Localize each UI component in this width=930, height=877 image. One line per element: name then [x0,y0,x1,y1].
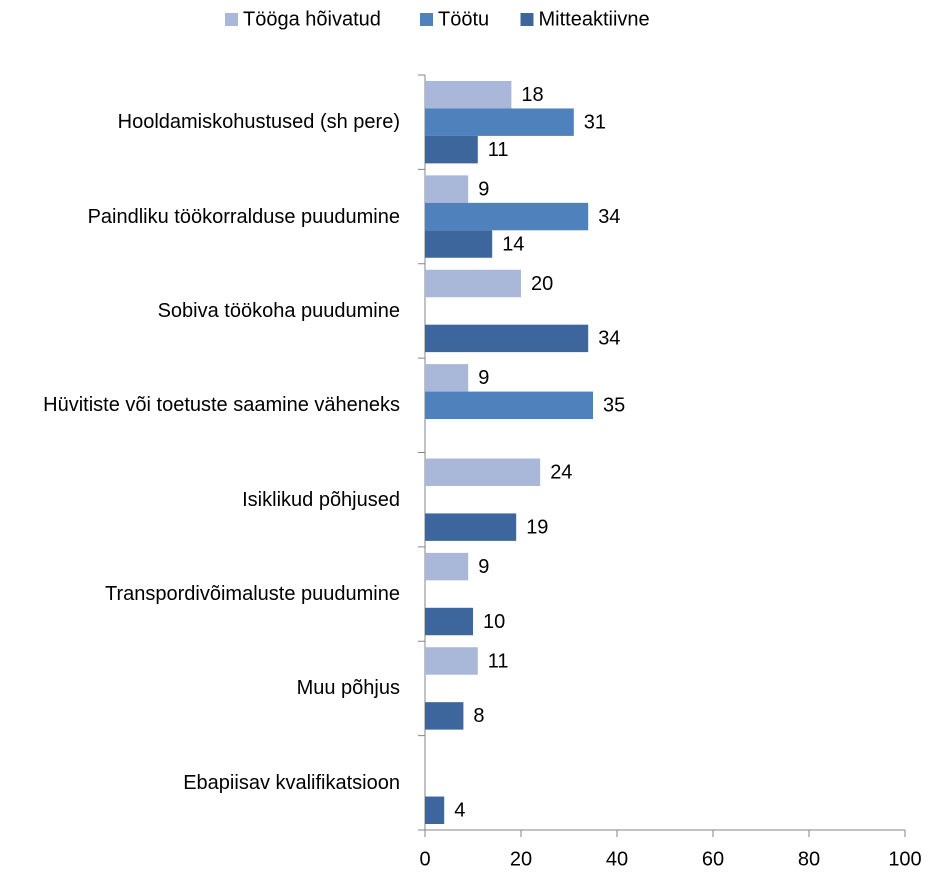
value-label: 34 [598,206,620,228]
bar [425,796,445,824]
category-text: Sobiva töökoha puudumine [157,299,400,322]
legend-swatch [225,13,238,26]
value-label: 20 [531,273,553,295]
bar [425,135,478,164]
x-tick-label: 80 [798,848,820,870]
value-label: 19 [526,516,548,538]
category-text: Hooldamiskohustused (sh pere) [117,111,400,134]
bar [425,513,517,541]
category-label: Muu põhjus [297,641,400,735]
bar [425,81,512,109]
category-label: Ebapiisav kvalifikatsioon [183,736,400,830]
value-label: 35 [603,395,625,417]
bar [425,324,589,353]
value-label: 9 [478,556,489,578]
value-label: 24 [550,462,572,484]
value-label: 10 [483,611,505,633]
category-text: Transpordivõimaluste puudumine [105,583,400,606]
category-label: Sobiva töökoha puudumine [158,264,400,358]
value-label: 8 [473,705,484,727]
value-label: 9 [478,367,489,389]
bar [425,175,469,203]
legend-swatch [420,13,433,26]
category-label: Hooldamiskohustused (sh pere) [118,75,400,169]
category-label: Paindliku töökorralduse puudumine [88,169,400,263]
legend-label: Mitteaktiivne [539,8,650,30]
legend-label: Töötu [438,8,489,30]
bar [425,647,478,675]
x-tick-label: 60 [702,848,724,870]
category-text: Hüvitiste või toetuste saamine väheneks [43,394,400,417]
category-label: Isiklikud põhjused [242,453,400,547]
category-text: Isiklikud põhjused [242,488,400,511]
value-label: 4 [454,800,465,822]
x-tick-label: 20 [510,848,532,870]
legend-swatch [520,13,534,26]
x-tick-label: 0 [419,848,430,870]
legend-label: Tööga hõivatud [243,8,381,30]
bar [425,607,473,636]
bar [425,552,469,581]
category-text: Muu põhjus [296,677,400,700]
value-label: 11 [488,139,509,161]
bar [425,230,493,258]
bar [425,108,574,136]
value-label: 14 [502,233,524,255]
x-tick-label: 40 [606,848,628,870]
bar [425,202,589,231]
value-label: 18 [521,84,543,106]
bar [425,269,521,298]
category-text: Ebapiisav kvalifikatsioon [183,771,400,794]
bar [425,702,464,730]
bar [425,458,541,486]
value-label: 9 [478,178,489,200]
x-tick-label: 100 [888,848,921,870]
bar [425,391,593,420]
category-label: Hüvitiste või toetuste saamine väheneks [43,358,400,452]
bar [425,364,469,392]
category-label: Transpordivõimaluste puudumine [105,547,400,641]
category-text: Paindliku töökorralduse puudumine [87,205,400,228]
value-label: 11 [488,650,509,672]
value-label: 31 [584,111,606,133]
value-label: 34 [598,328,620,350]
